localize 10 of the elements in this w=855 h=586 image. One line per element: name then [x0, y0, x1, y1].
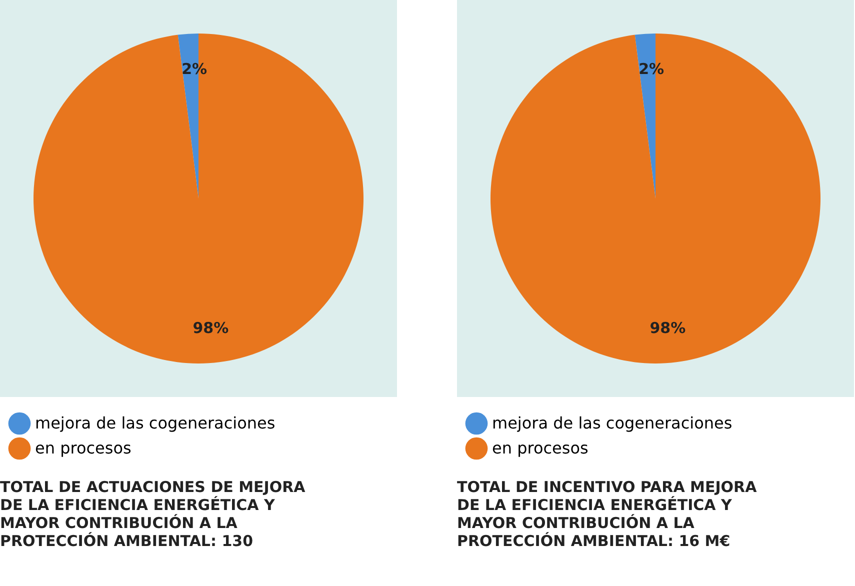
pie-slice: [34, 34, 364, 364]
data-label: 98%: [192, 319, 229, 338]
legend-label: mejora de las cogeneraciones: [35, 414, 276, 432]
text: TOTAL DE ACTUACIONES DE MEJORA DE LA EFICIENCIA ENERGÉTICA Y MAYOR CONTRIBUCIÓN A LA PROTECCIÓN AMBIENTAL: 130: [0, 478, 306, 550]
legend-label: mejora de las cogeneraciones: [492, 414, 732, 432]
text: TOTAL DE INCENTIVO PARA MEJORA DE LA EFICIENCIA ENERGÉTICA Y MAYOR CONTRIBUCIÓN A LA PROTECCIÓN AMBIENTAL: 16 M€: [457, 478, 758, 550]
legend-label: en procesos: [492, 438, 588, 458]
pie-slice: [490, 34, 820, 364]
data-label: 98%: [650, 319, 686, 338]
legend-label: en procesos: [35, 438, 132, 458]
